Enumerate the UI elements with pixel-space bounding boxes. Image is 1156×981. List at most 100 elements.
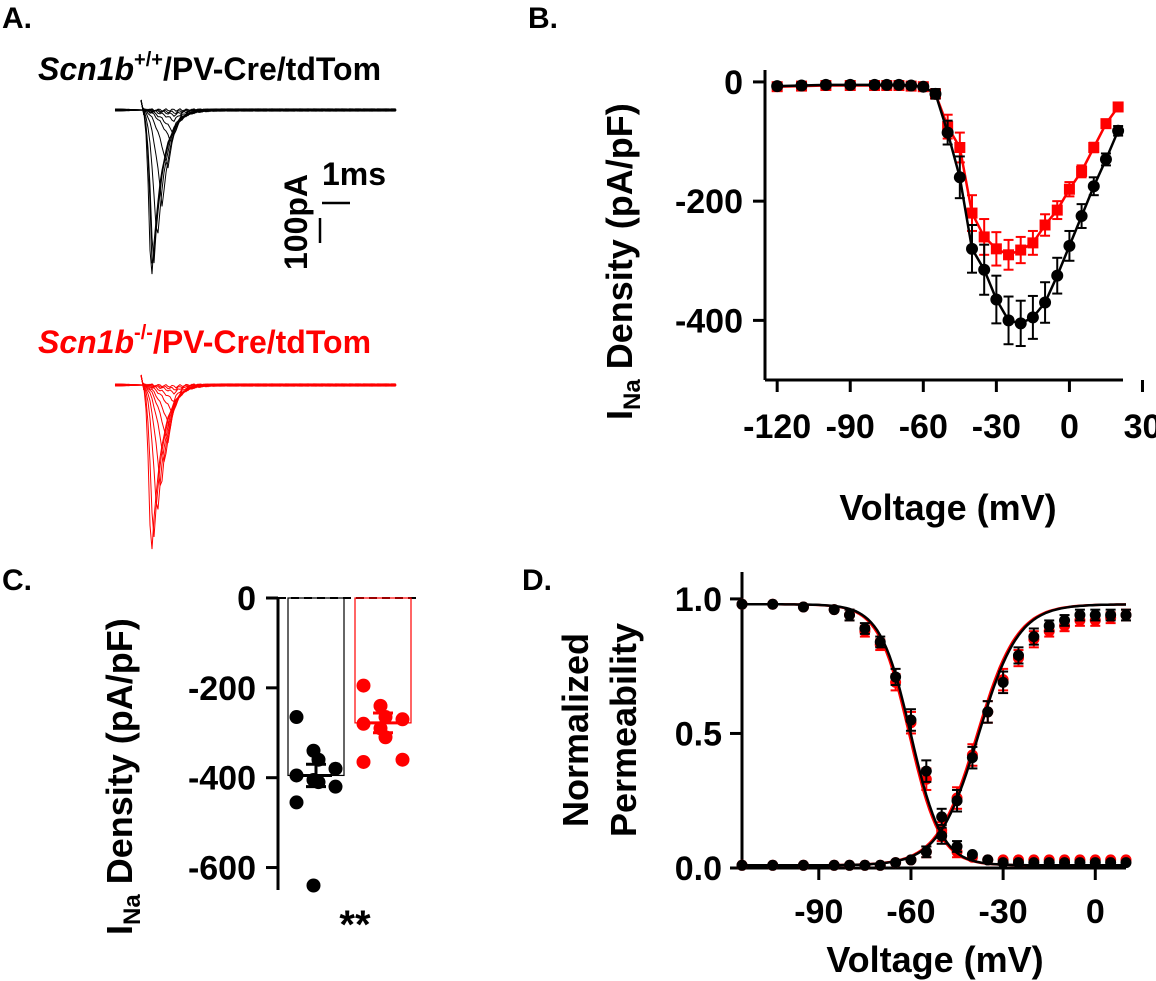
b-y-label-rest: Density (pA/pF) xyxy=(599,103,640,379)
wt-activation-point xyxy=(997,676,1009,688)
wt-trace xyxy=(114,99,397,275)
ko-current-traces xyxy=(114,374,397,550)
wt-inactivation-point xyxy=(1012,857,1024,869)
wt-iv-point xyxy=(819,78,832,91)
wt-data-point xyxy=(289,795,304,810)
ko-iv-point xyxy=(1088,142,1100,153)
wt-activation-point xyxy=(736,859,748,871)
c-y-tick-label: -400 xyxy=(188,760,256,798)
wt-iv-point xyxy=(844,78,857,91)
ko-genotype-rest: /PV-Cre/tdTom xyxy=(153,324,371,360)
wt-iv-point xyxy=(795,79,808,92)
ko-data-point xyxy=(395,752,410,767)
wt-activation-point xyxy=(1012,649,1024,661)
wt-inactivation-point xyxy=(844,609,856,621)
wt-activation-point xyxy=(844,859,856,871)
ko-data-point xyxy=(356,754,371,769)
wt-inactivation-fit xyxy=(742,603,1126,867)
wt-activation-point xyxy=(951,795,963,807)
wt-iv-point xyxy=(953,171,966,184)
b-x-tick-label: 0 xyxy=(1060,408,1079,446)
wt-inactivation-point xyxy=(1089,857,1101,869)
b-y-label-sub: Na xyxy=(619,379,646,410)
wt-iv-point xyxy=(1014,317,1027,330)
current-scale-label: 100pA xyxy=(278,174,314,270)
b-x-tick-label: -30 xyxy=(972,408,1021,446)
d-y-axis-label-line2: Permeability xyxy=(603,623,644,837)
d-x-tick-label: -30 xyxy=(979,893,1028,931)
ko-data-point xyxy=(356,716,371,731)
c-y-label-rest: Density (pA/pF) xyxy=(99,618,140,894)
ko-data-point xyxy=(373,698,388,713)
wt-trace xyxy=(115,99,397,133)
ko-gene-superscript: -/- xyxy=(134,322,153,344)
c-y-tick-label: 0 xyxy=(237,580,256,618)
wt-gene-name: Scn1b xyxy=(38,51,134,87)
panel-b-iv-chart: -120 -90 -60 -30 0 30 0 -200 -400 Voltage (mV) I… xyxy=(599,64,1156,528)
wt-iv-point xyxy=(1002,314,1015,327)
panel-label-a: A. xyxy=(2,2,32,35)
wt-inactivation-point xyxy=(859,623,871,635)
wt-data-point xyxy=(289,710,304,725)
wt-genotype-label: Scn1b+/+/PV-Cre/tdTom xyxy=(38,49,381,87)
wt-iv-point xyxy=(1026,311,1039,324)
panel-label-b: B. xyxy=(528,2,558,35)
ko-iv-point xyxy=(966,207,978,219)
wt-trace xyxy=(114,99,397,117)
wt-data-point xyxy=(328,779,343,794)
wt-activation-point xyxy=(1120,609,1132,621)
c-y-tick-label: -600 xyxy=(188,850,256,888)
wt-inactivation-point xyxy=(920,765,932,777)
wt-data-point xyxy=(306,878,321,893)
d-x-tick-label: -60 xyxy=(886,893,935,931)
wt-activation-point xyxy=(890,857,902,869)
b-x-axis-label: Voltage (mV) xyxy=(839,487,1056,528)
wt-inactivation-point xyxy=(936,811,948,823)
ko-genotype-label: Scn1b-/-/PV-Cre/tdTom xyxy=(38,322,371,360)
ko-trace xyxy=(114,374,397,550)
wt-inactivation-point xyxy=(1105,857,1117,869)
wt-inactivation-point xyxy=(1120,857,1132,869)
wt-genotype-rest: /PV-Cre/tdTom xyxy=(163,51,381,87)
wt-iv-point xyxy=(1087,180,1100,193)
wt-inactivation-point xyxy=(767,598,779,610)
wt-iv-point xyxy=(1063,239,1076,252)
time-scale-label: 1ms xyxy=(322,156,386,192)
wt-iv-point xyxy=(966,242,979,255)
d-x-tick-label: -90 xyxy=(794,893,843,931)
wt-inactivation-point xyxy=(874,636,886,648)
ko-iv-point xyxy=(990,243,1002,255)
c-y-tick-label: -200 xyxy=(188,670,256,708)
b-x-tick-label: -120 xyxy=(743,408,811,446)
c-y-label-sub: Na xyxy=(119,894,146,925)
b-y-tick-label: -400 xyxy=(675,302,743,340)
wt-activation-point xyxy=(982,706,994,718)
wt-data-point xyxy=(289,768,304,783)
wt-inactivation-point xyxy=(1059,857,1071,869)
wt-iv-point xyxy=(1075,210,1088,223)
ko-iv-point xyxy=(1003,249,1015,261)
wt-iv-point xyxy=(990,293,1003,306)
wt-activation-point xyxy=(1089,609,1101,621)
ko-inactivation-fit xyxy=(742,603,1126,867)
b-x-tick-label: -90 xyxy=(826,408,875,446)
panel-d-permeability-chart: -90 -60 -30 0 0.0 0.5 1.0 Voltage (mV) Normali… xyxy=(555,572,1132,980)
wt-inactivation-point xyxy=(951,840,963,852)
b-y-axis-label: INa Density (pA/pF) xyxy=(599,103,646,420)
wt-activation-point xyxy=(874,859,886,871)
b-y-label-main: I xyxy=(599,410,640,420)
d-y-axis-label-line1: Normalized xyxy=(555,633,596,827)
ko-iv-point xyxy=(978,231,990,243)
wt-activation-point xyxy=(828,859,840,871)
wt-activation-point xyxy=(920,846,932,858)
ko-iv-point xyxy=(1112,101,1124,113)
c-significance-annotation: ** xyxy=(339,903,371,947)
ko-iv-point xyxy=(1039,219,1051,231)
wt-inactivation-point xyxy=(797,601,809,613)
wt-activation-point xyxy=(797,859,809,871)
wt-inactivation-point xyxy=(982,854,994,866)
ko-iv-point xyxy=(1100,118,1112,130)
wt-inactivation-point xyxy=(1028,857,1040,869)
wt-inactivation-point xyxy=(966,849,978,861)
